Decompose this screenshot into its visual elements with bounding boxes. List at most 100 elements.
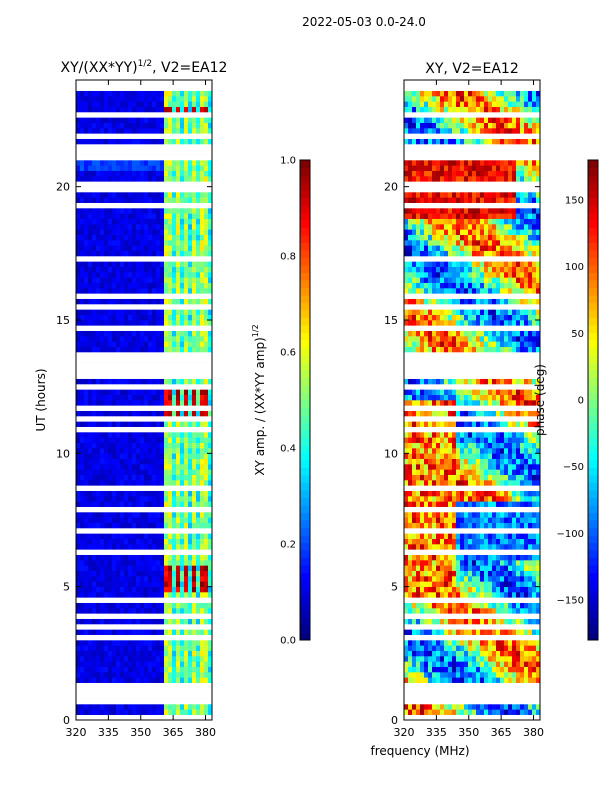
amplitude-heatmap-cell	[172, 197, 177, 203]
phase-heatmap-cell	[532, 704, 537, 710]
amplitude-heatmap-cell	[152, 208, 157, 214]
phase-heatmap-cell	[472, 517, 477, 523]
phase-heatmap-cell	[512, 442, 517, 449]
phase-heatmap-cell	[436, 496, 441, 502]
amplitude-heatmap-cell	[188, 176, 193, 182]
amplitude-heatmap-cell	[112, 656, 117, 662]
amplitude-heatmap-cell	[148, 432, 153, 438]
amplitude-heatmap-cell	[156, 128, 161, 134]
phase-heatmap-row	[404, 682, 540, 689]
amplitude-heatmap-cell	[208, 448, 213, 454]
phase-heatmap-cell	[428, 437, 433, 443]
amplitude-heatmap-cell	[184, 512, 189, 518]
amplitude-heatmap-cell	[184, 192, 189, 198]
amplitude-heatmap-cell	[136, 448, 141, 454]
phase-heatmap-cell	[412, 437, 417, 443]
phase-heatmap-cell	[520, 410, 525, 417]
phase-heatmap-cell	[532, 586, 537, 593]
amplitude-heatmap-cell	[96, 336, 101, 342]
amplitude-heatmap-row	[76, 517, 213, 523]
phase-heatmap-cell	[436, 400, 441, 406]
phase-heatmap-cell	[504, 341, 509, 347]
phase-heatmap-cell	[452, 522, 457, 529]
phase-heatmap-cell	[440, 640, 445, 646]
amplitude-heatmap-cell	[104, 234, 109, 241]
amplitude-heatmap-cell	[200, 96, 205, 102]
phase-heatmap-cell	[440, 565, 445, 571]
phase-heatmap-cell	[492, 533, 497, 539]
amplitude-heatmap-cell	[88, 272, 93, 278]
amplitude-colorbar-swatch	[300, 550, 310, 558]
amplitude-heatmap-cell	[108, 90, 113, 97]
phase-heatmap-cell	[520, 501, 525, 507]
amplitude-heatmap-cell	[172, 410, 177, 417]
phase-heatmap-cell	[532, 576, 537, 582]
phase-heatmap-cell	[456, 490, 461, 497]
phase-heatmap-cell	[456, 672, 461, 678]
amplitude-colorbar-swatch	[300, 415, 310, 423]
amplitude-heatmap-cell	[124, 197, 129, 203]
phase-heatmap-cell	[536, 709, 541, 715]
amplitude-heatmap-cell	[188, 480, 193, 486]
phase-heatmap-cell	[500, 320, 505, 326]
amplitude-heatmap-cell	[208, 581, 213, 587]
amplitude-heatmap-cell	[100, 298, 105, 305]
amplitude-heatmap-cell	[160, 464, 165, 470]
phase-heatmap-cell	[512, 704, 517, 710]
amplitude-heatmap-cell	[168, 330, 173, 337]
amplitude-heatmap-cell	[104, 442, 109, 449]
amplitude-heatmap-row	[76, 346, 213, 353]
phase-heatmap-cell	[512, 330, 517, 337]
amplitude-heatmap-cell	[176, 448, 181, 454]
amplitude-heatmap-cell	[168, 192, 173, 198]
amplitude-heatmap-cell	[160, 554, 165, 561]
phase-heatmap-cell	[504, 592, 509, 598]
amplitude-heatmap-row	[76, 704, 213, 710]
amplitude-heatmap-cell	[176, 117, 181, 123]
phase-heatmap-cell	[444, 437, 449, 443]
amplitude-heatmap-cell	[84, 101, 89, 107]
phase-heatmap-cell	[484, 421, 489, 427]
amplitude-heatmap-cell	[104, 533, 109, 539]
phase-heatmap-cell	[496, 490, 501, 497]
amplitude-heatmap-cell	[88, 517, 93, 523]
phase-heatmap-cell	[424, 469, 429, 475]
phase-heatmap-cell	[468, 341, 473, 347]
phase-heatmap-cell	[488, 410, 493, 417]
phase-heatmap-cell	[532, 565, 537, 571]
amplitude-heatmap-cell	[100, 309, 105, 315]
phase-heatmap-cell	[460, 666, 465, 673]
phase-heatmap-cell	[496, 330, 501, 337]
phase-heatmap-cell	[508, 666, 513, 673]
amplitude-axes-frame	[75, 79, 213, 721]
phase-heatmap-cell	[436, 608, 441, 614]
phase-heatmap-cell	[492, 480, 497, 486]
amplitude-heatmap-cell	[136, 661, 141, 667]
phase-heatmap-cell	[528, 661, 533, 667]
amplitude-heatmap-cell	[160, 122, 165, 129]
amplitude-heatmap-cell	[164, 106, 169, 113]
amplitude-heatmap-cell	[188, 266, 193, 273]
amplitude-heatmap-cell	[128, 581, 133, 587]
amplitude-heatmap-cell	[92, 544, 97, 550]
amplitude-heatmap-cell	[124, 282, 129, 289]
amplitude-heatmap-cell	[112, 458, 117, 465]
amplitude-heatmap-cell	[144, 517, 149, 523]
phase-heatmap-cell	[496, 554, 501, 561]
phase-heatmap-cell	[424, 464, 429, 470]
phase-heatmap-cell	[412, 650, 417, 657]
phase-heatmap-cell	[528, 394, 533, 401]
amplitude-heatmap-cell	[136, 432, 141, 438]
phase-flagged-gap	[404, 528, 540, 534]
amplitude-heatmap-row	[76, 405, 212, 411]
amplitude-heatmap-cell	[196, 330, 201, 337]
phase-heatmap-cell	[524, 677, 529, 683]
amplitude-heatmap-cell	[132, 512, 137, 518]
amplitude-heatmap-cell	[184, 437, 189, 443]
phase-heatmap-cell	[496, 501, 501, 507]
amplitude-heatmap-cell	[88, 464, 93, 470]
phase-heatmap-cell	[460, 437, 465, 443]
amplitude-heatmap-cell	[180, 176, 185, 182]
phase-heatmap-cell	[444, 496, 449, 502]
amplitude-heatmap-cell	[144, 309, 149, 315]
